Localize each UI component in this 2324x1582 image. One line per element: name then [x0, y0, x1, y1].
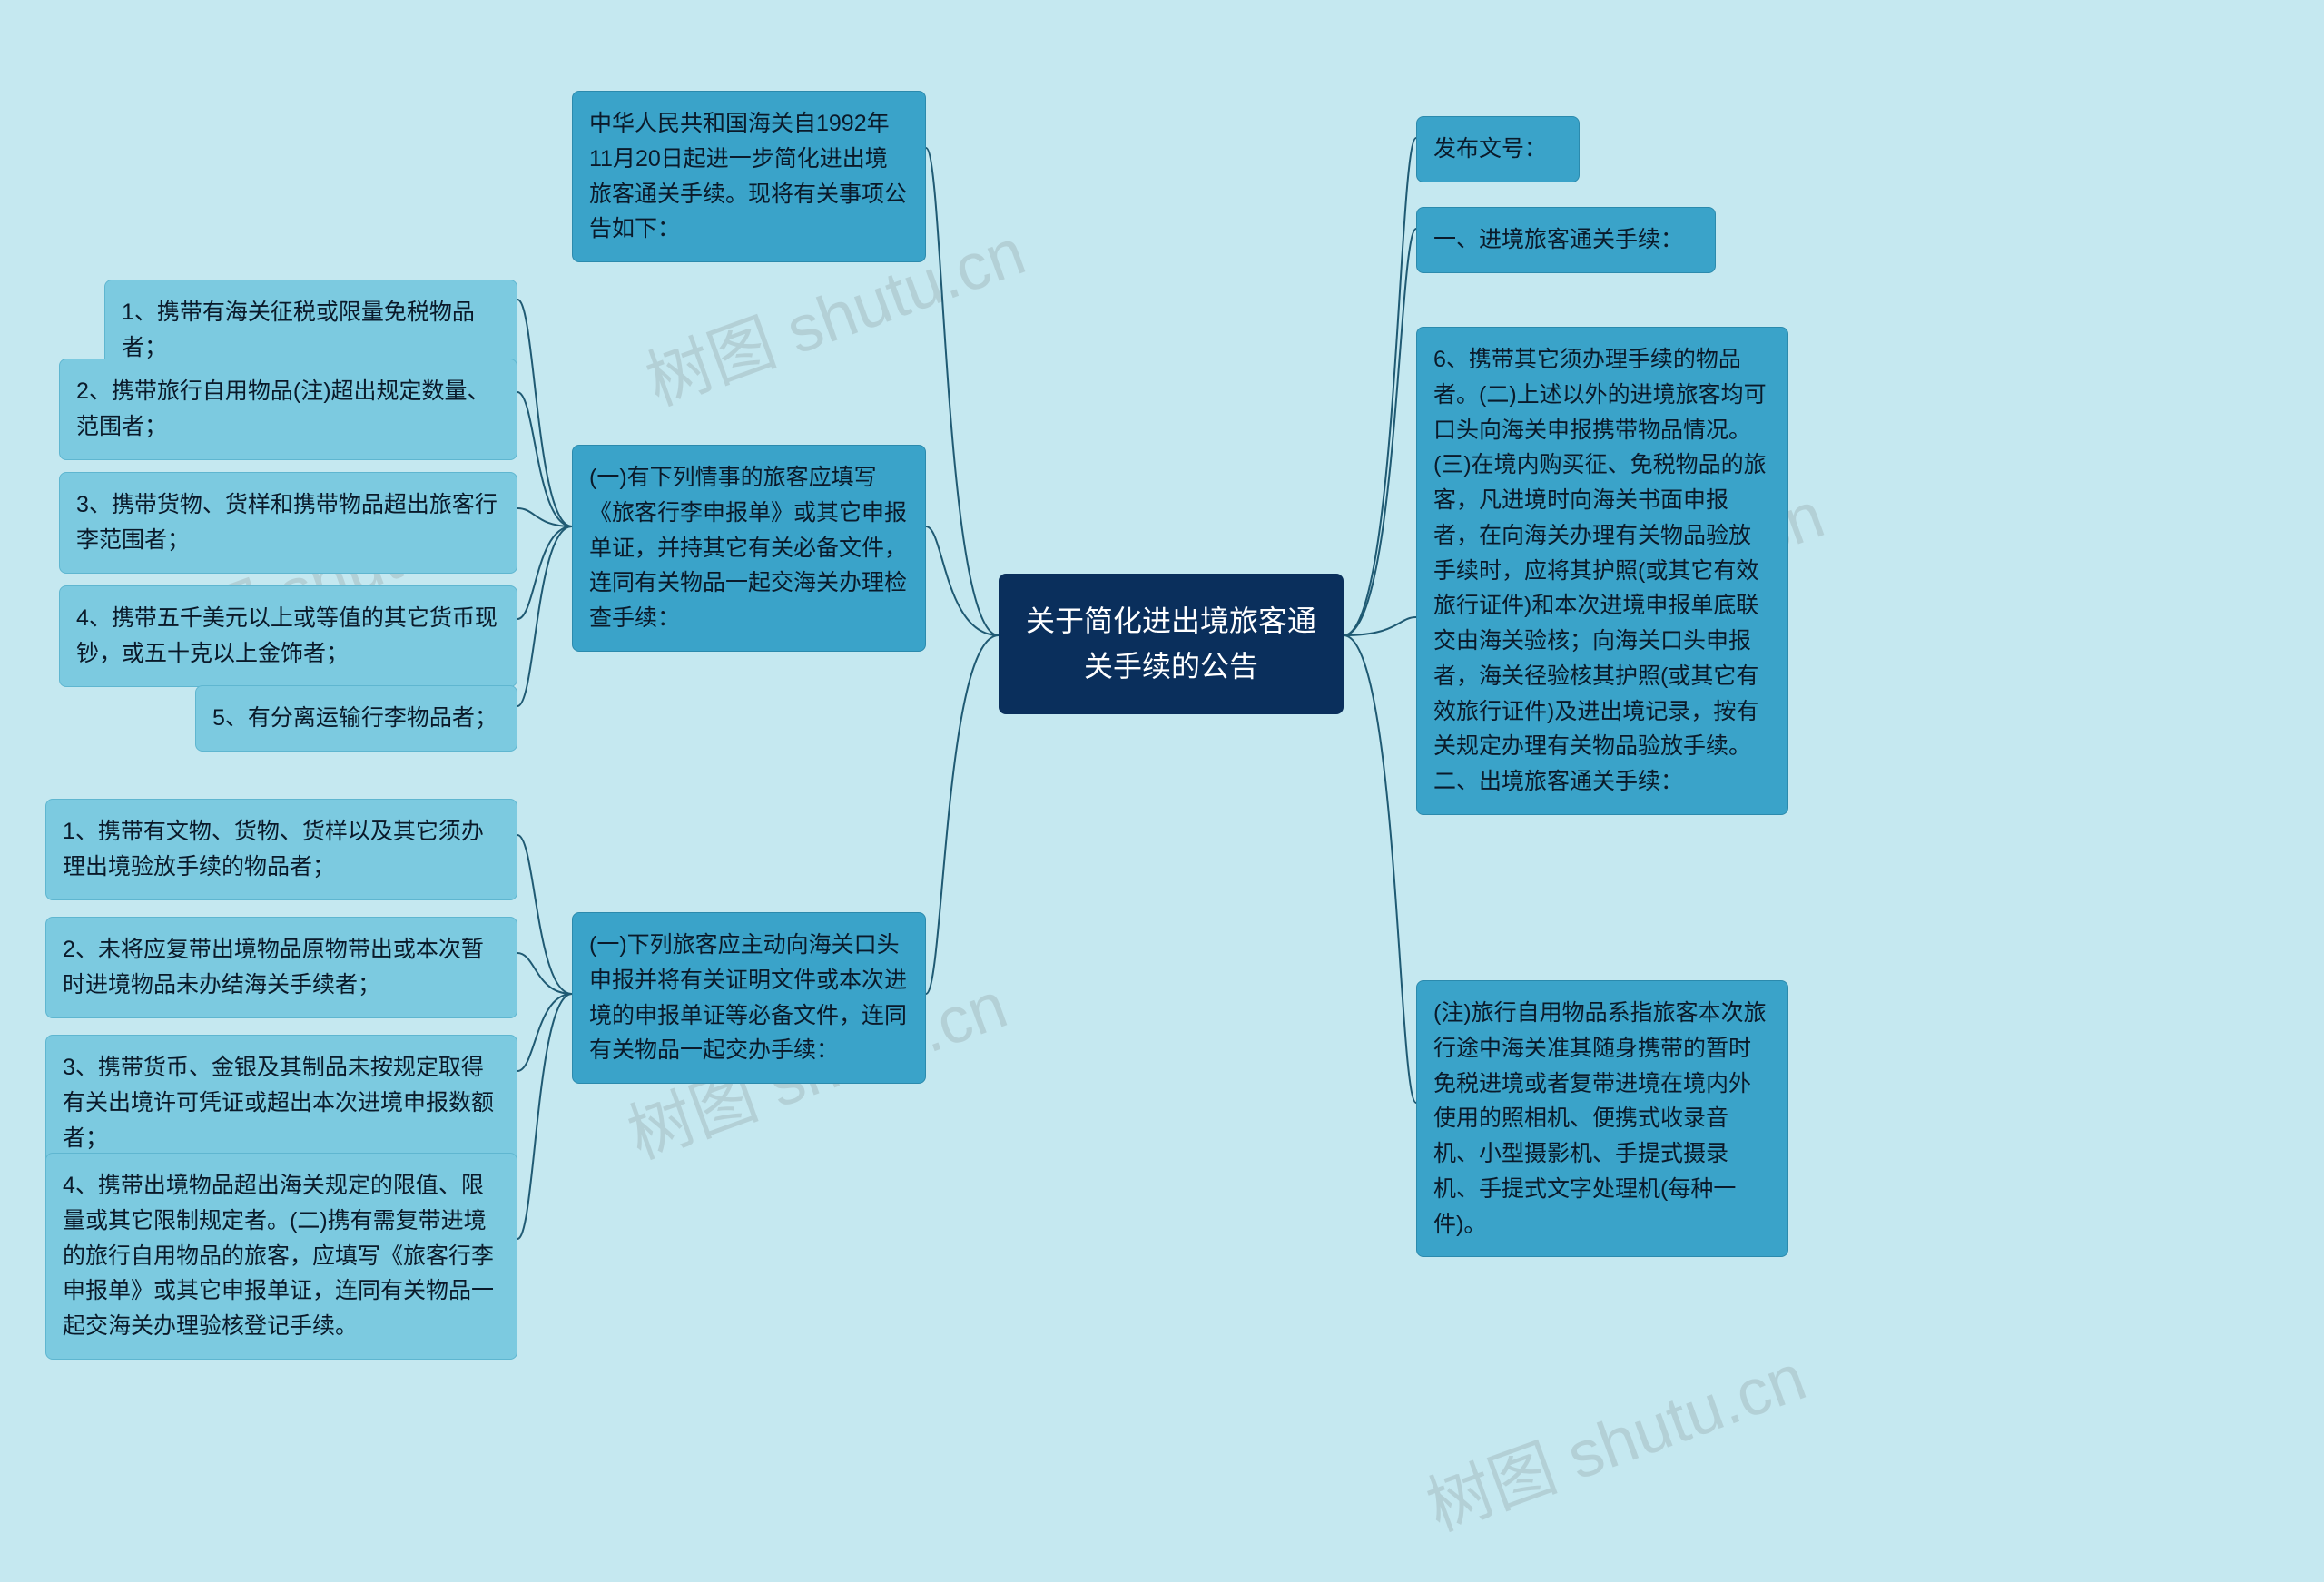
left-a-item-4[interactable]: 4、携带五千美元以上或等值的其它货币现钞，或五十克以上金饰者；: [59, 585, 517, 687]
left-b-item-1[interactable]: 1、携带有文物、货物、货样以及其它须办理出境验放手续的物品者；: [45, 799, 517, 900]
right-r3[interactable]: 6、携带其它须办理手续的物品者。(二)上述以外的进境旅客均可口头向海关申报携带物…: [1416, 327, 1788, 815]
right-r4[interactable]: (注)旅行自用物品系指旅客本次旅行途中海关准其随身携带的暂时免税进境或者复带进境…: [1416, 980, 1788, 1257]
left-section-a[interactable]: (一)有下列情事的旅客应填写《旅客行李申报单》或其它申报单证，并持其它有关必备文…: [572, 445, 926, 652]
left-a-item-5[interactable]: 5、有分离运输行李物品者；: [195, 685, 517, 752]
left-b-item-2[interactable]: 2、未将应复带出境物品原物带出或本次暂时进境物品未办结海关手续者；: [45, 917, 517, 1018]
left-a-item-2[interactable]: 2、携带旅行自用物品(注)超出规定数量、范围者；: [59, 359, 517, 460]
left-b-item-3[interactable]: 3、携带货币、金银及其制品未按规定取得有关出境许可凭证或超出本次进境申报数额者；: [45, 1035, 517, 1171]
center-node[interactable]: 关于简化进出境旅客通关手续的公告: [999, 574, 1344, 714]
left-b-item-4[interactable]: 4、携带出境物品超出海关规定的限值、限量或其它限制规定者。(二)携有需复带进境的…: [45, 1153, 517, 1360]
right-r2[interactable]: 一、进境旅客通关手续：: [1416, 207, 1716, 273]
watermark: 树图 shutu.cn: [1412, 1324, 1817, 1549]
left-section-b[interactable]: (一)下列旅客应主动向海关口头申报并将有关证明文件或本次进境的申报单证等必备文件…: [572, 912, 926, 1084]
left-a-item-3[interactable]: 3、携带货物、货样和携带物品超出旅客行李范围者；: [59, 472, 517, 574]
right-r1[interactable]: 发布文号：: [1416, 116, 1580, 182]
left-intro[interactable]: 中华人民共和国海关自1992年11月20日起进一步简化进出境旅客通关手续。现将有…: [572, 91, 926, 262]
